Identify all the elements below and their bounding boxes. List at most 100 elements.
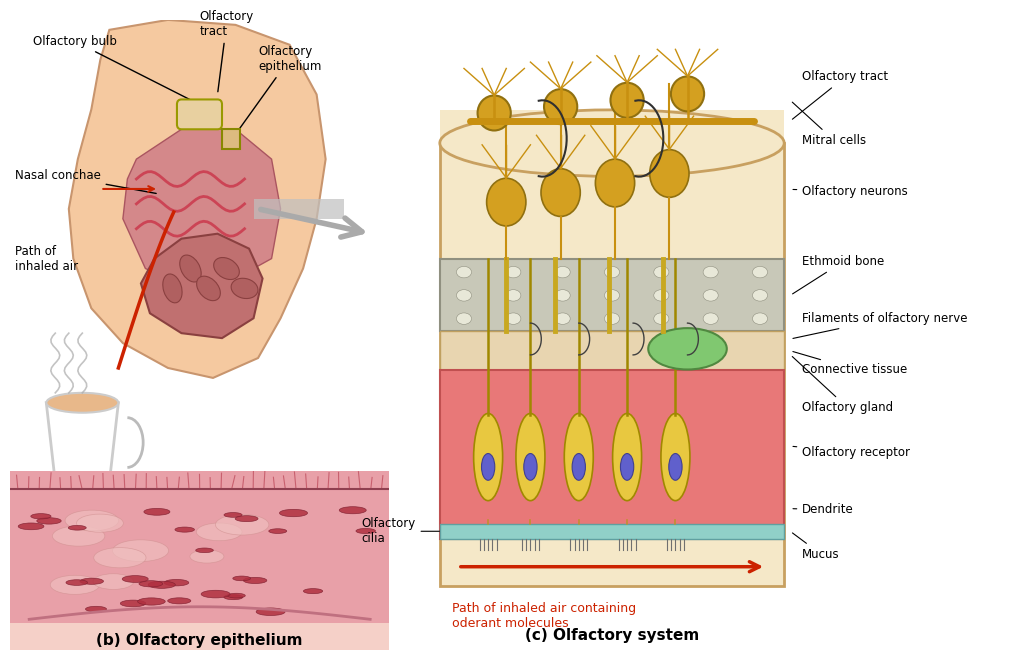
Ellipse shape bbox=[486, 178, 526, 226]
Text: Connective tissue: Connective tissue bbox=[793, 351, 907, 376]
Ellipse shape bbox=[604, 313, 620, 324]
Bar bbox=[440, 524, 784, 539]
Ellipse shape bbox=[66, 510, 119, 531]
Ellipse shape bbox=[669, 453, 682, 480]
Ellipse shape bbox=[303, 589, 323, 593]
Text: Path of inhaled air containing
oderant molecules: Path of inhaled air containing oderant m… bbox=[452, 602, 636, 630]
Ellipse shape bbox=[93, 573, 134, 589]
Ellipse shape bbox=[477, 95, 511, 131]
Text: Nasal conchae: Nasal conchae bbox=[14, 169, 157, 194]
Ellipse shape bbox=[671, 76, 705, 111]
Ellipse shape bbox=[197, 276, 220, 300]
Ellipse shape bbox=[541, 168, 581, 216]
Ellipse shape bbox=[201, 590, 230, 598]
Ellipse shape bbox=[555, 290, 570, 301]
Ellipse shape bbox=[137, 598, 165, 605]
Ellipse shape bbox=[457, 313, 471, 324]
Ellipse shape bbox=[653, 290, 669, 301]
Ellipse shape bbox=[506, 267, 521, 278]
Text: Olfactory receptor: Olfactory receptor bbox=[793, 446, 910, 459]
Bar bbox=[440, 370, 784, 539]
Ellipse shape bbox=[457, 290, 471, 301]
Ellipse shape bbox=[144, 509, 170, 515]
Ellipse shape bbox=[197, 523, 242, 541]
Text: (c) Olfactory system: (c) Olfactory system bbox=[525, 629, 699, 643]
Ellipse shape bbox=[621, 453, 634, 480]
Ellipse shape bbox=[50, 575, 99, 594]
Polygon shape bbox=[46, 402, 119, 483]
Ellipse shape bbox=[37, 472, 127, 492]
Ellipse shape bbox=[268, 528, 287, 534]
Ellipse shape bbox=[232, 576, 251, 581]
Ellipse shape bbox=[524, 453, 537, 480]
Ellipse shape bbox=[544, 89, 578, 124]
Ellipse shape bbox=[648, 328, 727, 369]
Bar bbox=[10, 471, 389, 629]
Ellipse shape bbox=[77, 514, 123, 532]
Ellipse shape bbox=[753, 267, 768, 278]
Ellipse shape bbox=[215, 514, 269, 535]
Text: Olfactory bulb: Olfactory bulb bbox=[33, 34, 197, 103]
Ellipse shape bbox=[703, 267, 718, 278]
Bar bbox=[440, 110, 784, 143]
Ellipse shape bbox=[604, 267, 620, 278]
FancyBboxPatch shape bbox=[177, 99, 222, 129]
Ellipse shape bbox=[231, 278, 258, 298]
Ellipse shape bbox=[604, 290, 620, 301]
Ellipse shape bbox=[122, 575, 148, 582]
Ellipse shape bbox=[506, 313, 521, 324]
Ellipse shape bbox=[650, 150, 689, 198]
Ellipse shape bbox=[189, 550, 224, 563]
Text: Dendrite: Dendrite bbox=[793, 503, 854, 516]
Bar bbox=[10, 623, 389, 650]
Text: (b) Olfactory epithelium: (b) Olfactory epithelium bbox=[96, 633, 303, 648]
Ellipse shape bbox=[163, 274, 182, 303]
Bar bbox=[440, 143, 784, 586]
Ellipse shape bbox=[660, 414, 690, 501]
Polygon shape bbox=[69, 20, 326, 378]
Polygon shape bbox=[254, 199, 344, 219]
Ellipse shape bbox=[148, 581, 175, 588]
Ellipse shape bbox=[37, 518, 61, 524]
Ellipse shape bbox=[753, 313, 768, 324]
Ellipse shape bbox=[196, 548, 213, 553]
Ellipse shape bbox=[66, 579, 87, 585]
Ellipse shape bbox=[52, 526, 104, 546]
Ellipse shape bbox=[214, 257, 240, 280]
Ellipse shape bbox=[653, 267, 669, 278]
Ellipse shape bbox=[572, 453, 586, 480]
Ellipse shape bbox=[256, 608, 285, 615]
Ellipse shape bbox=[121, 600, 145, 607]
Ellipse shape bbox=[610, 83, 644, 118]
Ellipse shape bbox=[139, 581, 163, 587]
Ellipse shape bbox=[18, 523, 44, 530]
Ellipse shape bbox=[555, 313, 570, 324]
Bar bbox=[222, 129, 240, 149]
Ellipse shape bbox=[653, 313, 669, 324]
Ellipse shape bbox=[481, 453, 495, 480]
Ellipse shape bbox=[703, 313, 718, 324]
Text: Mitral cells: Mitral cells bbox=[793, 102, 866, 147]
Ellipse shape bbox=[457, 267, 471, 278]
Ellipse shape bbox=[440, 110, 784, 176]
Ellipse shape bbox=[69, 525, 86, 530]
Ellipse shape bbox=[516, 414, 545, 501]
Text: Olfactory
epithelium: Olfactory epithelium bbox=[238, 44, 322, 132]
Text: Path of
inhaled air: Path of inhaled air bbox=[14, 245, 78, 272]
Ellipse shape bbox=[280, 509, 307, 516]
Bar bbox=[440, 332, 784, 370]
Ellipse shape bbox=[164, 579, 188, 586]
Ellipse shape bbox=[555, 267, 570, 278]
Ellipse shape bbox=[595, 159, 635, 207]
Ellipse shape bbox=[244, 577, 267, 583]
Text: Olfactory
tract: Olfactory tract bbox=[200, 10, 254, 91]
Ellipse shape bbox=[224, 595, 243, 599]
Ellipse shape bbox=[46, 392, 119, 412]
Ellipse shape bbox=[356, 528, 376, 534]
Text: Olfactory neurons: Olfactory neurons bbox=[793, 185, 908, 198]
Text: Olfactory
cilia: Olfactory cilia bbox=[361, 517, 461, 545]
Text: Ethmoid bone: Ethmoid bone bbox=[793, 255, 885, 294]
Text: (a) Nasal cavity: (a) Nasal cavity bbox=[115, 497, 249, 512]
Ellipse shape bbox=[31, 514, 51, 519]
Ellipse shape bbox=[180, 255, 201, 282]
